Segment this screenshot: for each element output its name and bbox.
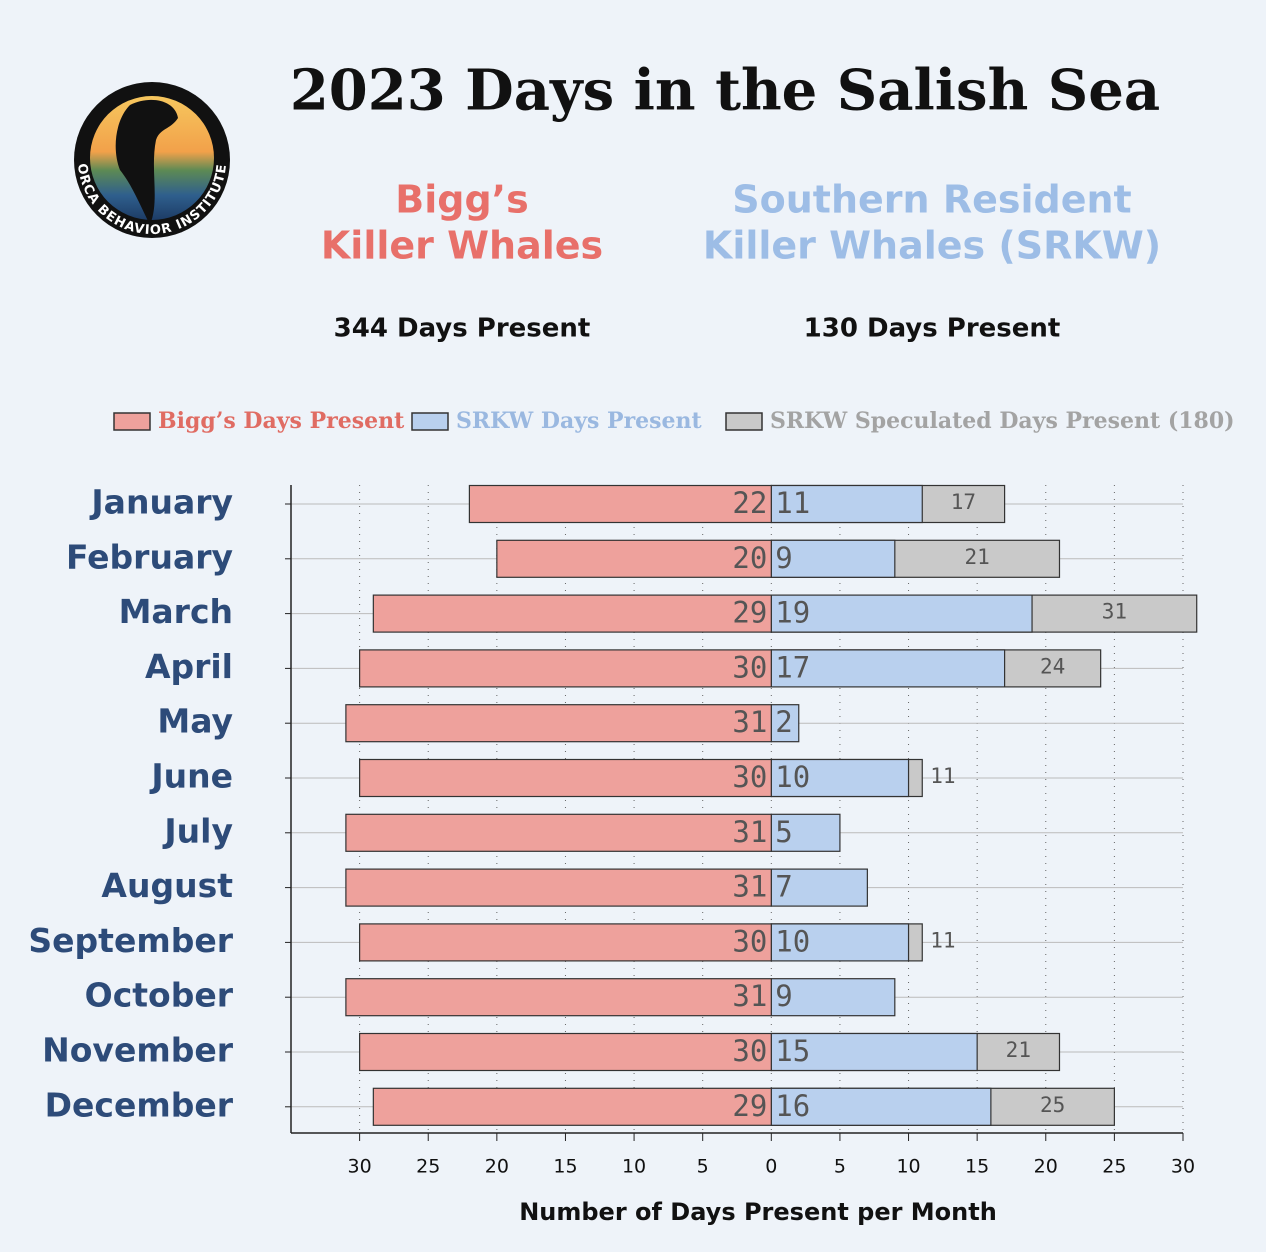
bar bbox=[770, 758, 910, 798]
value-label: 20 bbox=[732, 541, 767, 575]
bar bbox=[770, 594, 1033, 633]
bar bbox=[770, 868, 868, 907]
value-label: 22 bbox=[732, 486, 767, 520]
value-label: 31 bbox=[732, 705, 767, 739]
bar bbox=[770, 978, 896, 1017]
bar bbox=[770, 649, 1006, 688]
x-tick-label: 5 bbox=[834, 1156, 846, 1178]
bar bbox=[372, 1087, 772, 1126]
value-label: 29 bbox=[732, 596, 767, 630]
bar bbox=[359, 649, 772, 688]
x-tick-label: 30 bbox=[348, 1156, 372, 1178]
value-label: 31 bbox=[732, 870, 767, 904]
x-tick-label: 10 bbox=[622, 1156, 646, 1178]
value-label: 16 bbox=[775, 1089, 810, 1123]
bar bbox=[345, 813, 772, 852]
logo-orca bbox=[115, 99, 178, 225]
value-label: 11 bbox=[775, 486, 810, 520]
chart-title: 2023 Days in the Salish Sea bbox=[290, 58, 1160, 124]
value-label: 31 bbox=[1102, 600, 1127, 624]
value-label: 9 bbox=[775, 979, 792, 1013]
x-tick-label: 15 bbox=[965, 1156, 989, 1178]
panel-summary: 344 Days Present bbox=[334, 314, 591, 344]
bar bbox=[770, 539, 896, 578]
y-category-label: February bbox=[66, 537, 233, 576]
x-tick-label: 25 bbox=[416, 1156, 440, 1178]
bar bbox=[770, 484, 923, 524]
value-label: 11 bbox=[930, 928, 955, 952]
panel-summary: 130 Days Present bbox=[804, 314, 1061, 344]
bar bbox=[770, 704, 800, 743]
value-label: 17 bbox=[775, 650, 810, 684]
panel-title: Killer Whales bbox=[321, 224, 603, 268]
value-label: 5 bbox=[775, 815, 792, 849]
x-tick-label: 10 bbox=[896, 1156, 920, 1178]
value-label: 9 bbox=[775, 541, 792, 575]
x-tick-label: 5 bbox=[697, 1156, 709, 1178]
legend-label: SRKW Speculated Days Present (180) bbox=[770, 408, 1235, 434]
x-tick-label: 20 bbox=[1034, 1156, 1058, 1178]
value-label: 30 bbox=[732, 760, 767, 794]
x-tick-label: 20 bbox=[485, 1156, 509, 1178]
x-tick-label: 25 bbox=[1102, 1156, 1126, 1178]
bar bbox=[372, 594, 772, 633]
y-category-label: April bbox=[145, 647, 233, 686]
x-tick-label: 30 bbox=[1171, 1156, 1195, 1178]
value-label: 31 bbox=[732, 979, 767, 1013]
value-label: 15 bbox=[775, 1034, 810, 1068]
value-label: 24 bbox=[1040, 654, 1065, 678]
bar bbox=[359, 758, 772, 798]
legend-swatch bbox=[725, 412, 763, 431]
value-label: 11 bbox=[930, 764, 955, 788]
value-label: 10 bbox=[775, 924, 810, 958]
bar bbox=[345, 978, 772, 1017]
panel-title: Killer Whales (SRKW) bbox=[703, 224, 1161, 268]
y-category-label: June bbox=[149, 757, 233, 796]
bar bbox=[359, 923, 772, 962]
x-tick-label: 0 bbox=[765, 1156, 777, 1178]
bar bbox=[468, 484, 772, 524]
value-label: 19 bbox=[775, 596, 810, 630]
y-category-label: October bbox=[85, 976, 234, 1015]
x-tick-label: 15 bbox=[553, 1156, 577, 1178]
legend-swatch bbox=[411, 412, 449, 431]
bar bbox=[770, 1032, 978, 1072]
value-label: 30 bbox=[732, 924, 767, 958]
bar bbox=[770, 813, 841, 852]
y-category-label: March bbox=[119, 592, 233, 631]
value-label: 10 bbox=[775, 760, 810, 794]
value-label: 25 bbox=[1040, 1093, 1065, 1117]
bar bbox=[345, 704, 772, 743]
y-category-label: November bbox=[42, 1031, 234, 1070]
panel-title: Southern Resident bbox=[732, 178, 1131, 222]
value-label: 30 bbox=[732, 1034, 767, 1068]
value-label: 7 bbox=[775, 870, 792, 904]
logo: ORCA BEHAVIOR INSTITUTE bbox=[74, 82, 230, 238]
legend-label: SRKW Days Present bbox=[456, 408, 703, 434]
legend-swatch bbox=[113, 412, 151, 431]
y-category-label: July bbox=[162, 811, 233, 850]
y-category-label: January bbox=[89, 483, 233, 522]
value-label: 21 bbox=[1006, 1038, 1031, 1062]
bar bbox=[359, 1032, 772, 1072]
bar bbox=[496, 539, 772, 578]
legend-label: Bigg’s Days Present bbox=[158, 408, 405, 434]
y-category-label: August bbox=[101, 866, 233, 905]
value-label: 29 bbox=[732, 1089, 767, 1123]
value-label: 30 bbox=[732, 650, 767, 684]
y-category-label: May bbox=[157, 702, 233, 741]
y-category-label: December bbox=[45, 1085, 234, 1124]
x-axis-title: Number of Days Present per Month bbox=[519, 1198, 997, 1226]
panel-title: Bigg’s bbox=[395, 178, 528, 222]
y-category-label: September bbox=[28, 921, 233, 960]
value-label: 31 bbox=[732, 815, 767, 849]
bar bbox=[770, 923, 910, 962]
value-label: 2 bbox=[775, 705, 792, 739]
bar bbox=[345, 868, 772, 907]
value-label: 21 bbox=[965, 545, 990, 569]
value-label: 17 bbox=[951, 490, 976, 514]
